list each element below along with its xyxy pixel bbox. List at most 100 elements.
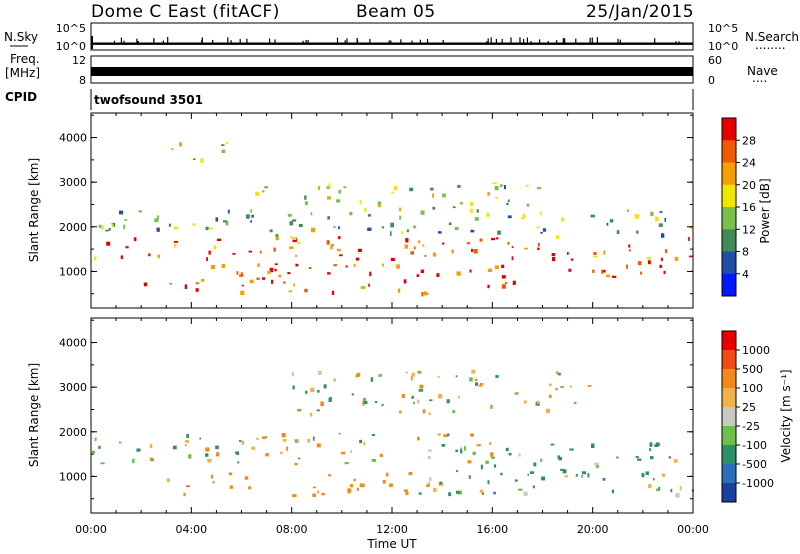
x-tick-label: 08:00 [276, 523, 308, 536]
heatmap-cell [555, 387, 558, 391]
heatmap-cell [311, 227, 316, 233]
x-tick-label: 00:00 [677, 523, 709, 536]
heatmap-cell [418, 389, 423, 392]
heatmap-cell [112, 224, 114, 228]
heatmap-cell [312, 436, 315, 441]
nsky-spike [411, 40, 413, 43]
heatmap-cell [269, 229, 273, 233]
heatmap-cell [361, 401, 366, 406]
heatmap-cell [363, 401, 368, 405]
heatmap-cell [529, 471, 535, 474]
heatmap-cell [255, 191, 260, 196]
heatmap-cell [310, 387, 315, 392]
heatmap-cell [601, 269, 604, 274]
heatmap-cell [221, 149, 226, 154]
heatmap-cell [527, 473, 529, 476]
velocity-colorbar-segment [722, 388, 736, 408]
velocity-colorbar-segment [722, 350, 736, 370]
nsky-spike [523, 39, 525, 43]
heatmap-cell [227, 209, 230, 214]
x-tick-label: 20:00 [577, 523, 609, 536]
heatmap-cell [382, 480, 386, 484]
heatmap-cell [500, 472, 503, 476]
nsky-spike [153, 39, 155, 43]
heatmap-cell [184, 284, 188, 289]
heatmap-cell [291, 372, 294, 377]
velocity-panel: 1000 2000 3000 4000 Slant Range [km] [27, 317, 694, 514]
heatmap-cell [525, 184, 529, 187]
heatmap-cell [329, 396, 332, 401]
heatmap-cell [602, 477, 606, 481]
heatmap-cell [675, 493, 680, 498]
heatmap-cell [405, 491, 409, 496]
beam-title: Beam 05 [356, 2, 436, 22]
nsky-spike [619, 39, 621, 43]
heatmap-cell [430, 187, 434, 191]
x-axis: Time UT 00:00 04:00 08:00 12:00 16:00 20:00 00… [75, 523, 709, 551]
power-colorbar-tick-label: 20 [742, 179, 756, 192]
nsky-spike [201, 37, 203, 43]
heatmap-cell [447, 433, 450, 437]
heatmap-cell [458, 395, 460, 399]
heatmap-cell [320, 401, 324, 407]
heatmap-cell [429, 477, 432, 482]
heatmap-cell [497, 230, 501, 235]
heatmap-cell [326, 240, 330, 245]
heatmap-cell [523, 400, 527, 404]
heatmap-cell [156, 227, 160, 232]
heatmap-cell [466, 242, 471, 245]
heatmap-cell [186, 485, 190, 488]
heatmap-cell [105, 229, 109, 232]
nsky-spike [212, 39, 214, 43]
heatmap-cell [241, 440, 244, 445]
heatmap-cell [650, 211, 654, 217]
velocity-colorbar-segment [722, 426, 736, 446]
heatmap-cell [138, 210, 142, 213]
heatmap-cell [228, 472, 233, 476]
velocity-colorbar-segment [722, 331, 736, 351]
heatmap-cell [492, 182, 497, 185]
heatmap-cell [344, 462, 349, 465]
heatmap-cell [201, 278, 205, 282]
heatmap-cell [333, 225, 336, 229]
heatmap-cell [524, 247, 529, 250]
heatmap-cell [143, 282, 148, 287]
heatmap-cell [419, 384, 424, 389]
heatmap-cell [338, 226, 340, 230]
heatmap-cell [269, 267, 274, 273]
heatmap-cell [91, 450, 95, 454]
heatmap-cell [495, 196, 498, 199]
heatmap-cell [331, 244, 334, 246]
nsky-spike [356, 39, 359, 43]
heatmap-cell [389, 483, 393, 488]
heatmap-cell [363, 442, 366, 446]
heatmap-cell [418, 492, 422, 495]
heatmap-cell [317, 490, 319, 494]
heatmap-cell [248, 486, 251, 490]
velocity-colorbar-tick-label: 500 [742, 363, 763, 376]
heatmap-cell [476, 444, 481, 447]
nsky-spike [596, 37, 598, 43]
heatmap-cell [594, 462, 599, 466]
heatmap-cell [385, 472, 389, 477]
nsky-spike [675, 41, 677, 43]
heatmap-cell [568, 268, 572, 272]
heatmap-cell [520, 217, 525, 220]
heatmap-cell [343, 186, 347, 189]
heatmap-cell [262, 277, 265, 280]
heatmap-cell [245, 214, 250, 219]
heatmap-cell [659, 211, 663, 213]
heatmap-cell [413, 225, 417, 229]
heatmap-cell [550, 443, 555, 446]
heatmap-cell [94, 437, 97, 442]
heatmap-cell [317, 390, 320, 393]
velocity-colorbar-segment [722, 445, 736, 465]
nsky-spike [113, 40, 116, 43]
heatmap-cell [573, 401, 577, 404]
heatmap-cell [541, 476, 546, 481]
heatmap-cell [200, 158, 204, 163]
nsky-left-tick-top: 10^5 [56, 22, 86, 35]
heatmap-cell [256, 277, 260, 280]
heatmap-cell [108, 227, 111, 231]
